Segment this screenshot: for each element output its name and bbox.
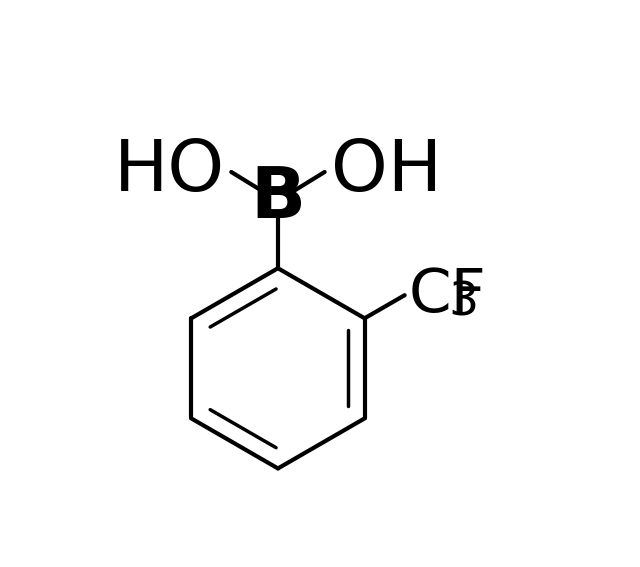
Text: CF: CF (408, 266, 486, 325)
Text: HO: HO (114, 137, 225, 206)
Text: 3: 3 (449, 281, 479, 325)
Text: B: B (250, 164, 305, 234)
Text: OH: OH (331, 137, 442, 206)
